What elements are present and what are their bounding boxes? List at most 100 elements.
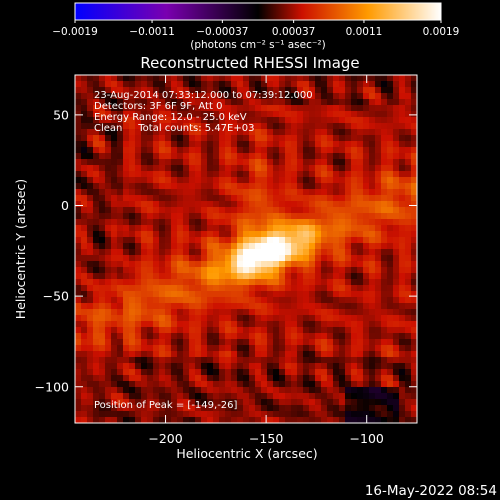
heatmap-cell	[105, 171, 111, 177]
heatmap-cell	[135, 273, 141, 279]
heatmap-cell	[123, 135, 129, 141]
heatmap-cell	[279, 249, 285, 255]
heatmap-cell	[225, 321, 231, 327]
heatmap-cell	[183, 285, 189, 291]
heatmap-cell	[93, 207, 99, 213]
heatmap-cell	[327, 411, 333, 417]
heatmap-cell	[93, 387, 99, 393]
heatmap-cell	[315, 123, 321, 129]
heatmap-cell	[153, 87, 159, 93]
heatmap-cell	[375, 189, 381, 195]
heatmap-cell	[165, 327, 171, 333]
heatmap-cell	[141, 333, 147, 339]
heatmap-cell	[315, 321, 321, 327]
heatmap-cell	[369, 363, 375, 369]
heatmap-cell	[321, 381, 327, 387]
heatmap-cell	[177, 315, 183, 321]
heatmap-cell	[141, 369, 147, 375]
heatmap-cell	[261, 267, 267, 273]
heatmap-cell	[357, 417, 363, 423]
heatmap-cell	[255, 291, 261, 297]
heatmap-cell	[321, 291, 327, 297]
heatmap-cell	[117, 297, 123, 303]
heatmap-cell	[405, 231, 411, 237]
heatmap-cell	[171, 357, 177, 363]
heatmap-cell	[285, 381, 291, 387]
heatmap-cell	[339, 417, 345, 423]
heatmap-cell	[189, 267, 195, 273]
heatmap-cell	[255, 375, 261, 381]
heatmap-cell	[405, 321, 411, 327]
heatmap-cell	[141, 321, 147, 327]
heatmap-cell	[213, 75, 219, 81]
heatmap-cell	[255, 405, 261, 411]
heatmap-cell	[123, 309, 129, 315]
heatmap-cell	[153, 243, 159, 249]
heatmap-cell	[405, 297, 411, 303]
heatmap-cell	[117, 105, 123, 111]
heatmap-cell	[141, 417, 147, 423]
heatmap-cell	[207, 99, 213, 105]
heatmap-cell	[309, 399, 315, 405]
heatmap-cell	[159, 285, 165, 291]
heatmap-cell	[93, 291, 99, 297]
heatmap-cell	[129, 399, 135, 405]
heatmap-cell	[243, 93, 249, 99]
heatmap-cell	[267, 411, 273, 417]
heatmap-cell	[87, 369, 93, 375]
heatmap-cell	[171, 111, 177, 117]
heatmap-cell	[273, 303, 279, 309]
heatmap-cell	[213, 267, 219, 273]
heatmap-cell	[381, 321, 387, 327]
heatmap-cell	[171, 207, 177, 213]
heatmap-cell	[111, 129, 117, 135]
heatmap-cell	[315, 333, 321, 339]
heatmap-cell	[369, 231, 375, 237]
heatmap-cell	[123, 195, 129, 201]
heatmap-cell	[267, 147, 273, 153]
heatmap-cell	[249, 387, 255, 393]
heatmap-cell	[117, 417, 123, 423]
heatmap-cell	[381, 87, 387, 93]
heatmap-cell	[249, 159, 255, 165]
heatmap-cell	[165, 363, 171, 369]
heatmap-cell	[309, 273, 315, 279]
heatmap-cell	[339, 315, 345, 321]
heatmap-cell	[171, 153, 177, 159]
heatmap-cell	[177, 153, 183, 159]
heatmap-cell	[201, 111, 207, 117]
heatmap-cell	[285, 237, 291, 243]
heatmap-cell	[285, 315, 291, 321]
heatmap-cell	[351, 255, 357, 261]
heatmap-cell	[375, 315, 381, 321]
heatmap-cell	[363, 285, 369, 291]
heatmap-cell	[129, 147, 135, 153]
heatmap-cell	[315, 375, 321, 381]
heatmap-cell	[267, 171, 273, 177]
heatmap-cell	[243, 75, 249, 81]
heatmap-cell	[345, 183, 351, 189]
heatmap-cell	[387, 273, 393, 279]
heatmap-cell	[381, 369, 387, 375]
heatmap-cell	[183, 207, 189, 213]
heatmap-cell	[249, 309, 255, 315]
heatmap-cell	[279, 195, 285, 201]
heatmap-cell	[135, 159, 141, 165]
heatmap-cell	[75, 249, 81, 255]
plot-frame	[74, 74, 418, 424]
heatmap-cell	[153, 189, 159, 195]
heatmap-cell	[345, 147, 351, 153]
heatmap-cell	[363, 141, 369, 147]
heatmap-cell	[303, 129, 309, 135]
heatmap-cell	[339, 81, 345, 87]
heatmap-cell	[339, 357, 345, 363]
heatmap-cell	[195, 315, 201, 321]
heatmap-cell	[249, 327, 255, 333]
heatmap-cell	[243, 117, 249, 123]
heatmap-cell	[225, 93, 231, 99]
heatmap-cell	[315, 363, 321, 369]
heatmap-cell	[363, 393, 369, 399]
heatmap-cell	[243, 87, 249, 93]
heatmap-cell	[123, 399, 129, 405]
heatmap-cell	[99, 147, 105, 153]
